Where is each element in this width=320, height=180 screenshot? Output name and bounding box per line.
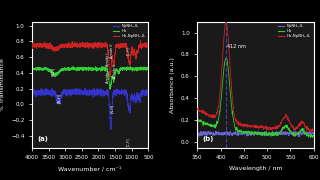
Text: Amide I: Amide I [107, 70, 110, 83]
X-axis label: Wavelength / nm: Wavelength / nm [228, 166, 282, 171]
Text: 412 nm: 412 nm [227, 44, 246, 49]
Text: [N-H̄]: [N-H̄] [110, 104, 115, 113]
Text: (b): (b) [202, 136, 213, 142]
X-axis label: Wavenumber / cm⁻¹: Wavenumber / cm⁻¹ [59, 166, 122, 171]
Text: [C-F]: [C-F] [126, 138, 131, 146]
Text: Amide II: Amide II [114, 63, 117, 78]
Text: [N-H]: [N-H] [57, 93, 60, 103]
Text: [N-H̄]: [N-H̄] [52, 67, 56, 76]
Text: Amide I: Amide I [106, 53, 110, 66]
Text: (a): (a) [38, 136, 49, 142]
Legend: NpNH₂-IL, Hb, Hb-NpNH₂-IL: NpNH₂-IL, Hb, Hb-NpNH₂-IL [112, 24, 147, 39]
Y-axis label: % Transmittance: % Transmittance [0, 58, 5, 111]
Legend: NpNH₂-IL, Hb, Hb-NpNH₂-IL: NpNH₂-IL, Hb, Hb-NpNH₂-IL [277, 24, 312, 39]
Y-axis label: Absorbance (a.u.): Absorbance (a.u.) [170, 57, 175, 112]
Text: Amide II: Amide II [110, 44, 114, 58]
Text: [C-F]: [C-F] [126, 46, 131, 55]
